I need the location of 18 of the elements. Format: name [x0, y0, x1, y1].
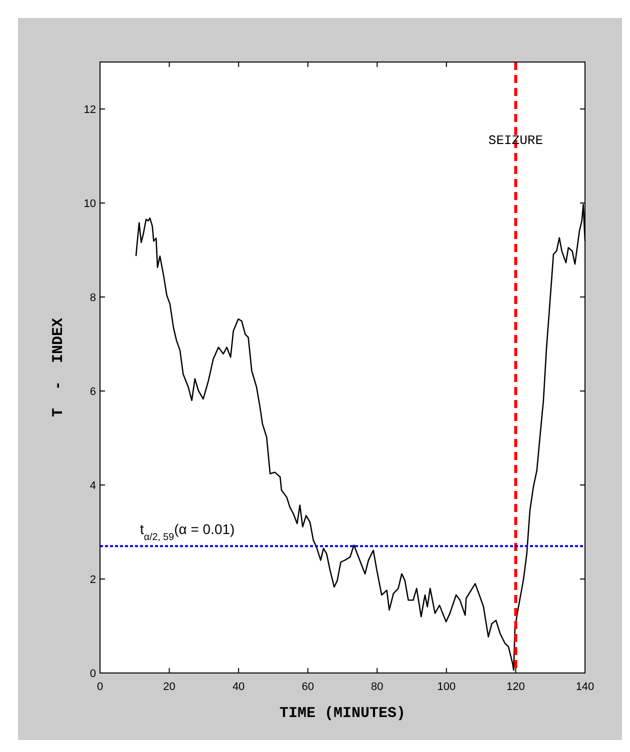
- ref-line-label: SEIZURE: [488, 133, 544, 148]
- x-axis-title: TIME (MINUTES): [279, 705, 406, 722]
- annotation: t$_{α/2, 59}$(α = 0.01): [140, 521, 235, 543]
- x-tick-label: 20: [163, 681, 176, 693]
- x-tick-label: 40: [232, 681, 245, 693]
- x-tick-label: 120: [506, 681, 525, 693]
- x-tick-label: 60: [302, 681, 314, 693]
- y-tick-label: 10: [84, 198, 96, 210]
- y-axis-title: T - INDEX: [50, 318, 67, 418]
- x-tick-label: 140: [576, 681, 594, 693]
- x-tick-label: 80: [371, 681, 384, 693]
- y-tick-label: 4: [90, 480, 96, 492]
- y-tick-label: 6: [90, 386, 96, 398]
- y-tick-label: 2: [90, 574, 96, 586]
- y-tick-label: 12: [84, 104, 96, 116]
- x-tick-label: 100: [437, 681, 456, 693]
- y-tick-label: 8: [90, 292, 96, 304]
- y-tick-label: 0: [90, 668, 96, 680]
